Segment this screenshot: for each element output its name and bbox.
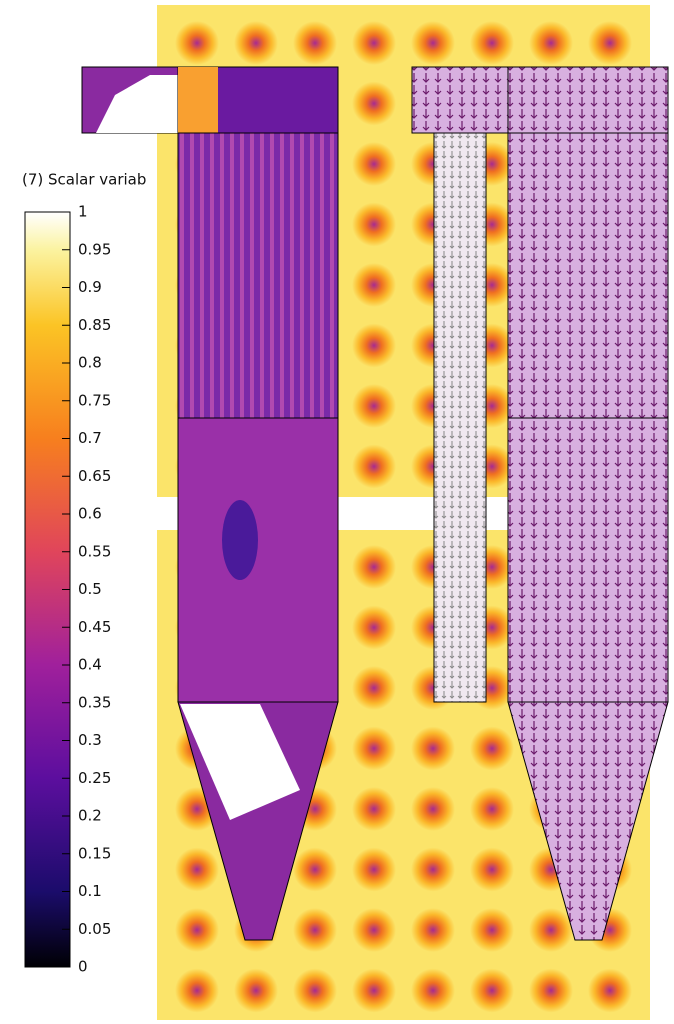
tick-label: 0.25 — [78, 769, 111, 787]
plate-dot — [411, 969, 455, 1013]
plate-dot — [352, 787, 396, 831]
barrel — [178, 418, 338, 702]
tick-label: 0.05 — [78, 920, 111, 938]
tick-label: 1 — [78, 203, 88, 221]
plate-dot — [293, 21, 337, 65]
plate-dot — [234, 969, 278, 1013]
plate-dot — [470, 848, 514, 892]
tick-label: 0.75 — [78, 391, 111, 409]
plate-dot — [293, 908, 337, 952]
barrel-vectors — [508, 418, 668, 702]
plate-dot — [352, 666, 396, 710]
plate-dot — [470, 908, 514, 952]
plate-dot — [352, 324, 396, 368]
plate-dot — [175, 21, 219, 65]
plate-dot — [352, 606, 396, 650]
tick-label: 0.35 — [78, 693, 111, 711]
plate-dot — [588, 969, 632, 1013]
plate-dot — [411, 787, 455, 831]
tick-label: 0.4 — [78, 656, 102, 674]
plate-dot — [175, 969, 219, 1013]
tick-label: 0.95 — [78, 240, 111, 258]
plate-dot — [352, 263, 396, 307]
plate-dot — [352, 21, 396, 65]
core — [222, 500, 258, 580]
plate-dot — [175, 848, 219, 892]
colorbar-title: (7) Scalar variab — [22, 171, 146, 189]
tick-label: 0.3 — [78, 731, 102, 749]
tick-label: 0.5 — [78, 580, 102, 598]
plate-dot — [352, 384, 396, 428]
tick-label: 0.65 — [78, 467, 111, 485]
plate-dot — [529, 969, 573, 1013]
plate-dot — [352, 727, 396, 771]
plate-dot — [529, 908, 573, 952]
plate-dot — [411, 848, 455, 892]
plate-dot — [411, 908, 455, 952]
plate-dot — [293, 969, 337, 1013]
legend: (7) Scalar variab 1 0.95 0.9 0.85 0.8 0.75 0.7… — [0, 150, 157, 980]
tick-label: 0.1 — [78, 882, 102, 900]
plate-dot — [470, 21, 514, 65]
tick-label: 0.6 — [78, 505, 102, 523]
finder-vectors — [508, 133, 668, 418]
plate-dot — [411, 21, 455, 65]
tick-label: 0.85 — [78, 316, 111, 334]
inlet-vectors — [412, 67, 508, 133]
vortex-finder — [178, 133, 338, 418]
head-warm — [178, 67, 218, 133]
plate-dot — [293, 848, 337, 892]
plate-dot — [529, 21, 573, 65]
plate-dot — [352, 848, 396, 892]
tick-label: 0.9 — [78, 278, 102, 296]
plate-dot — [352, 142, 396, 186]
plate-dot — [352, 203, 396, 247]
tick-label: 0 — [78, 958, 88, 976]
plate-dot — [470, 969, 514, 1013]
tick-label: 0.7 — [78, 429, 102, 447]
plate-dot — [470, 727, 514, 771]
head-vectors — [508, 67, 668, 133]
plate-dot — [352, 545, 396, 589]
tube-vectors — [434, 133, 486, 702]
plate-dot — [352, 82, 396, 126]
tick-label: 0.55 — [78, 542, 111, 560]
plate-dot — [588, 21, 632, 65]
plate-dot — [234, 21, 278, 65]
plate-dot — [352, 969, 396, 1013]
tick-label: 0.8 — [78, 354, 102, 372]
plate-dot — [175, 908, 219, 952]
plate-dot — [352, 445, 396, 489]
tick-label: 0.15 — [78, 844, 111, 862]
screenshot: (7) Scalar variab 1 0.95 0.9 0.85 0.8 0.75 0.7… — [0, 0, 674, 1024]
plate-dot — [411, 727, 455, 771]
tick-label: 0.2 — [78, 807, 102, 825]
tick-label: 0.45 — [78, 618, 111, 636]
plate-dot — [352, 908, 396, 952]
plate-dot — [470, 787, 514, 831]
